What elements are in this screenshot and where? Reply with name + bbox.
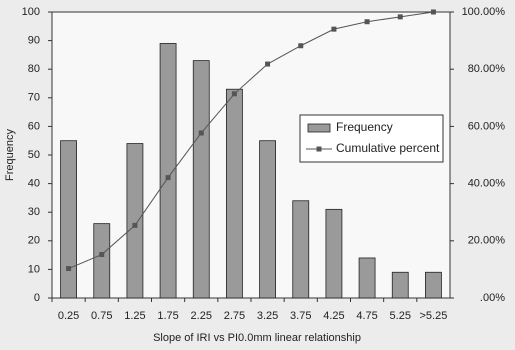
x-tick-label: 4.25 (323, 310, 344, 322)
x-tick-label: 0.25 (58, 310, 79, 322)
bar (325, 208, 343, 299)
x-tick-label: 4.75 (356, 310, 377, 322)
x-tick-label: 2.25 (191, 310, 212, 322)
line-marker (331, 26, 337, 32)
line-marker (298, 43, 304, 49)
x-tick-label: >5.25 (419, 310, 447, 322)
bar (226, 88, 243, 299)
line-marker (66, 266, 72, 272)
y2-tick-label: 100.00% (462, 6, 506, 18)
bar (358, 257, 376, 299)
y2-tick-label: 40.00% (468, 178, 506, 190)
x-tick-label: 0.75 (91, 310, 112, 322)
bar (126, 143, 144, 299)
line-marker (165, 175, 171, 181)
line-marker (364, 19, 370, 25)
x-tick-label: 1.25 (124, 310, 145, 322)
y-tick-label: 10 (28, 263, 40, 275)
x-tick-label: 3.25 (257, 310, 278, 322)
y-tick-label: 100 (22, 6, 40, 18)
line-marker (265, 61, 271, 67)
y2-tick-label: 20.00% (468, 235, 506, 247)
bar (60, 140, 77, 299)
line-marker (231, 91, 237, 97)
line-marker (397, 14, 403, 20)
y-tick-label: 80 (28, 63, 40, 75)
y-axis-title: Frequency (4, 129, 16, 181)
x-tick-label: 2.75 (224, 310, 245, 322)
line (68, 11, 434, 270)
y-tick-label: 30 (28, 206, 40, 218)
legend-box (299, 114, 444, 163)
bar (391, 271, 409, 299)
y-tick-label: 0 (34, 292, 40, 304)
bar (259, 140, 276, 299)
y-tick-label: 70 (28, 92, 40, 104)
x-tick-label: 1.75 (157, 310, 178, 322)
y2-tick-label: 60.00% (468, 120, 506, 132)
x-tick-label: 3.75 (290, 310, 311, 322)
y-tick-label: 90 (28, 35, 40, 47)
y2-tick-label: .00% (480, 292, 505, 304)
y2-tick-label: 80.00% (468, 63, 506, 75)
y-tick-label: 20 (28, 235, 40, 247)
y-tick-label: 60 (28, 120, 40, 132)
legend-label: Cumulative percent (336, 141, 440, 155)
y-tick-label: 50 (28, 149, 40, 161)
line-marker (430, 9, 436, 15)
legend-label: Frequency (336, 120, 393, 134)
legend-swatch (307, 123, 331, 133)
line-marker (132, 222, 138, 228)
bar (93, 223, 111, 299)
bar (425, 271, 442, 299)
line-marker (198, 130, 204, 136)
bar (159, 43, 177, 299)
legend-marker (316, 146, 322, 152)
x-axis-title: Slope of IRI vs PI0.0mm linear relations… (153, 332, 361, 344)
y-tick-label: 40 (28, 178, 40, 190)
x-tick-label: 5.25 (390, 310, 411, 322)
bar (292, 200, 310, 299)
bar (192, 60, 210, 299)
line-marker (99, 252, 105, 258)
